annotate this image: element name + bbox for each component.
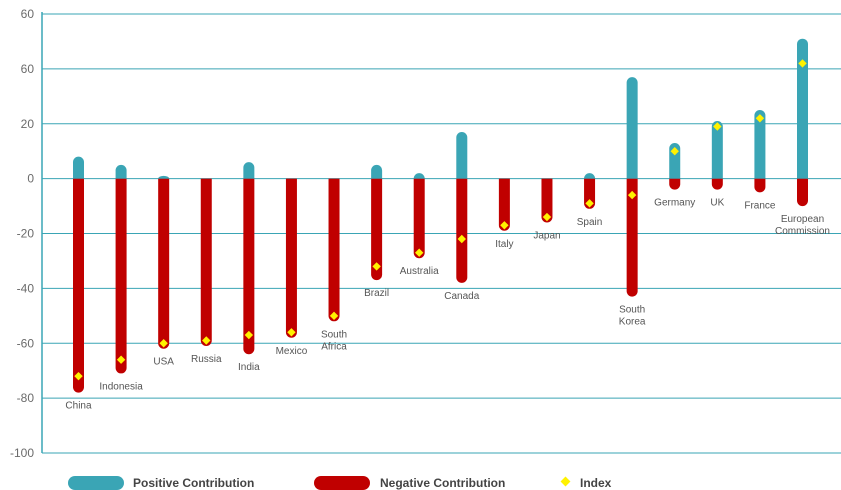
category-label: Indonesia: [99, 381, 143, 392]
index-marker: [244, 330, 254, 340]
negative-bar: [669, 178, 681, 190]
negative-bar: [371, 178, 383, 281]
category-label: Mexico: [276, 346, 308, 357]
index-marker: [202, 336, 211, 345]
index-marker: [74, 371, 83, 381]
y-tick-label: -80: [17, 391, 35, 405]
category-label: India: [238, 362, 260, 373]
negative-bar: [797, 178, 808, 207]
legend: Positive Contribution Negative Contribut…: [68, 476, 612, 490]
legend-positive-swatch: [68, 476, 124, 490]
category-label: Russia: [191, 354, 222, 365]
negative-bar: [115, 178, 127, 374]
index-marker: [500, 221, 509, 230]
y-axis: -100 -80 -60 -40 -20 0 20 60 60: [10, 7, 43, 460]
y-tick-label: -40: [17, 281, 35, 295]
bars: [73, 38, 808, 393]
y-tick-label: 60: [21, 62, 35, 76]
positive-bar: [413, 173, 425, 179]
index-marker: [542, 212, 552, 222]
y-tick-label: 20: [21, 117, 35, 131]
positive-bar: [797, 38, 808, 179]
positive-bar: [243, 162, 255, 179]
negative-bar: [754, 178, 766, 193]
y-tick-label: -20: [17, 227, 35, 241]
index-marker: [372, 262, 381, 271]
category-label: Japan: [533, 231, 560, 242]
positive-bar: [456, 131, 468, 179]
index-marker: [627, 190, 637, 200]
legend-index-label: Index: [580, 476, 612, 490]
category-label: Brazil: [364, 288, 389, 299]
index-marker: [159, 339, 168, 348]
y-tick-label: 60: [21, 7, 35, 21]
category-label: South Africa: [321, 329, 347, 352]
positive-bar: [115, 164, 127, 179]
legend-negative-label: Negative Contribution: [380, 476, 505, 490]
negative-bar: [498, 178, 510, 231]
index-marker: [798, 59, 807, 68]
positive-bar: [711, 121, 723, 179]
y-tick-label: -60: [17, 336, 35, 350]
category-label: China: [65, 401, 92, 412]
negative-bar: [73, 178, 84, 393]
category-label: Germany: [654, 198, 695, 209]
category-label: European Commission: [775, 214, 830, 237]
category-label: Australia: [400, 266, 439, 277]
positive-bar: [158, 175, 170, 179]
index-marker: [116, 355, 126, 364]
negative-bar: [243, 178, 255, 355]
index-marker: [755, 114, 765, 123]
negative-bar: [456, 178, 468, 283]
category-label: Canada: [444, 291, 479, 302]
index-marker: [585, 199, 594, 208]
y-tick-label: 0: [27, 172, 34, 186]
index-marker: [713, 122, 722, 131]
legend-index-marker: [560, 476, 571, 487]
negative-bar: [285, 178, 297, 338]
category-labels: China Indonesia USA Russia India Mexico South A…: [65, 198, 830, 412]
index-marker: [287, 328, 296, 337]
negative-bar: [158, 178, 170, 349]
category-label: South Korea: [619, 305, 646, 328]
y-tick-label: -100: [10, 446, 34, 460]
negative-bar: [200, 178, 212, 346]
index-marker: [457, 234, 466, 244]
negative-bar: [584, 178, 596, 209]
category-label: UK: [710, 198, 724, 209]
legend-negative-swatch: [314, 476, 370, 490]
index-marker: [670, 146, 679, 156]
negative-bar: [541, 178, 553, 223]
category-label: France: [744, 200, 776, 211]
negative-bar: [413, 178, 425, 259]
positive-bar: [371, 164, 383, 179]
positive-bar: [73, 156, 84, 179]
category-label: Spain: [577, 217, 603, 228]
category-label: Italy: [495, 239, 513, 250]
category-label: USA: [153, 357, 174, 368]
index-marker: [415, 248, 424, 257]
positive-bar: [584, 173, 596, 179]
positive-bar: [626, 77, 638, 179]
negative-bar: [328, 178, 340, 322]
index-marker: [329, 311, 339, 321]
negative-bar: [711, 178, 723, 190]
positive-bar: [754, 110, 766, 179]
negative-bar: [626, 178, 638, 297]
grid: [42, 13, 841, 454]
legend-positive-label: Positive Contribution: [133, 476, 254, 490]
